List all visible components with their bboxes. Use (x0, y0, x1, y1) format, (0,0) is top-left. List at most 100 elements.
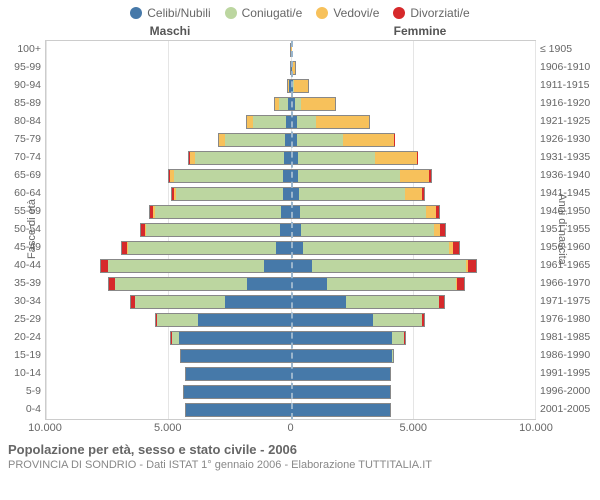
segment (146, 224, 280, 236)
bar (291, 97, 336, 111)
center-line (291, 41, 293, 419)
female-half (291, 113, 536, 131)
male-half (46, 113, 291, 131)
birth-label: 1926-1930 (540, 130, 600, 148)
segment (172, 332, 179, 344)
segment (343, 134, 394, 146)
age-label: 10-14 (0, 364, 41, 382)
legend-item: Celibi/Nubili (130, 6, 210, 20)
segment (179, 332, 291, 344)
male-half (46, 221, 291, 239)
female-half (291, 311, 536, 329)
segment (174, 170, 283, 182)
segment (303, 242, 449, 254)
segment (195, 152, 285, 164)
female-half (291, 221, 536, 239)
segment (422, 314, 424, 326)
age-label: 35-39 (0, 274, 41, 292)
x-tick-label: 0 (287, 422, 293, 434)
birth-label: 1906-1910 (540, 58, 600, 76)
female-half (291, 239, 536, 257)
segment (299, 188, 406, 200)
birth-label: 1961-1965 (540, 256, 600, 274)
segment (291, 404, 390, 416)
female-half (291, 401, 536, 419)
segment (300, 206, 426, 218)
segment (297, 134, 343, 146)
bar (180, 349, 290, 363)
segment (281, 206, 290, 218)
header-male: Maschi (0, 24, 295, 38)
birth-label: 2001-2005 (540, 400, 600, 418)
female-half (291, 95, 536, 113)
x-tick-label: 5.000 (399, 422, 427, 434)
segment (283, 188, 291, 200)
bar (100, 259, 291, 273)
x-axis: 10.0005.00005.00010.000 (0, 420, 600, 436)
legend-label: Celibi/Nubili (147, 6, 210, 20)
segment (298, 170, 400, 182)
female-half (291, 77, 536, 95)
bar (291, 367, 391, 381)
male-half (46, 185, 291, 203)
bar (171, 187, 291, 201)
male-half (46, 59, 291, 77)
chart-subtitle: PROVINCIA DI SONDRIO - Dati ISTAT 1° gen… (8, 459, 592, 471)
birth-label: 1911-1915 (540, 76, 600, 94)
gridline (535, 41, 536, 419)
segment (186, 404, 290, 416)
segment (108, 260, 264, 272)
segment (375, 152, 416, 164)
bar (291, 385, 391, 399)
segment (291, 386, 390, 398)
birth-label: ≤ 1905 (540, 40, 600, 58)
bar (291, 169, 432, 183)
legend-swatch (393, 7, 405, 19)
female-half (291, 257, 536, 275)
y-axis-left: 100+95-9990-9485-8980-8475-7970-7465-696… (0, 40, 45, 420)
segment (422, 188, 424, 200)
segment (264, 260, 291, 272)
plot-area (45, 40, 536, 420)
age-label: 15-19 (0, 346, 41, 364)
segment (426, 206, 436, 218)
bar (291, 223, 446, 237)
legend-item: Coniugati/e (225, 6, 303, 20)
segment (400, 170, 429, 182)
age-label: 100+ (0, 40, 41, 58)
female-half (291, 41, 536, 59)
y-axis-right-title: Anni di nascita (556, 193, 568, 265)
male-half (46, 167, 291, 185)
bar (291, 295, 445, 309)
segment (291, 332, 393, 344)
segment (291, 260, 313, 272)
segment (298, 152, 376, 164)
segment (115, 278, 246, 290)
segment (440, 224, 444, 236)
birth-label: 1981-1985 (540, 328, 600, 346)
chart-area: 100+95-9990-9485-8980-8475-7970-7465-696… (0, 38, 600, 420)
female-half (291, 185, 536, 203)
birth-label: 1916-1920 (540, 94, 600, 112)
birth-label: 1966-1970 (540, 274, 600, 292)
bar (291, 349, 394, 363)
age-label: 5-9 (0, 382, 41, 400)
bar (185, 403, 290, 417)
age-label: 95-99 (0, 58, 41, 76)
bar (291, 241, 460, 255)
female-half (291, 59, 536, 77)
bar (121, 241, 291, 255)
legend-label: Vedovi/e (333, 6, 379, 20)
male-half (46, 293, 291, 311)
chart-title: Popolazione per età, sesso e stato civil… (8, 442, 592, 457)
segment (253, 116, 286, 128)
segment (176, 188, 283, 200)
birth-label: 1986-1990 (540, 346, 600, 364)
segment (405, 188, 422, 200)
legend-swatch (130, 7, 142, 19)
x-tick-label: 5.000 (154, 422, 182, 434)
chart-footer: Popolazione per età, sesso e stato civil… (0, 436, 600, 471)
male-half (46, 401, 291, 419)
bar (108, 277, 290, 291)
age-label: 70-74 (0, 148, 41, 166)
